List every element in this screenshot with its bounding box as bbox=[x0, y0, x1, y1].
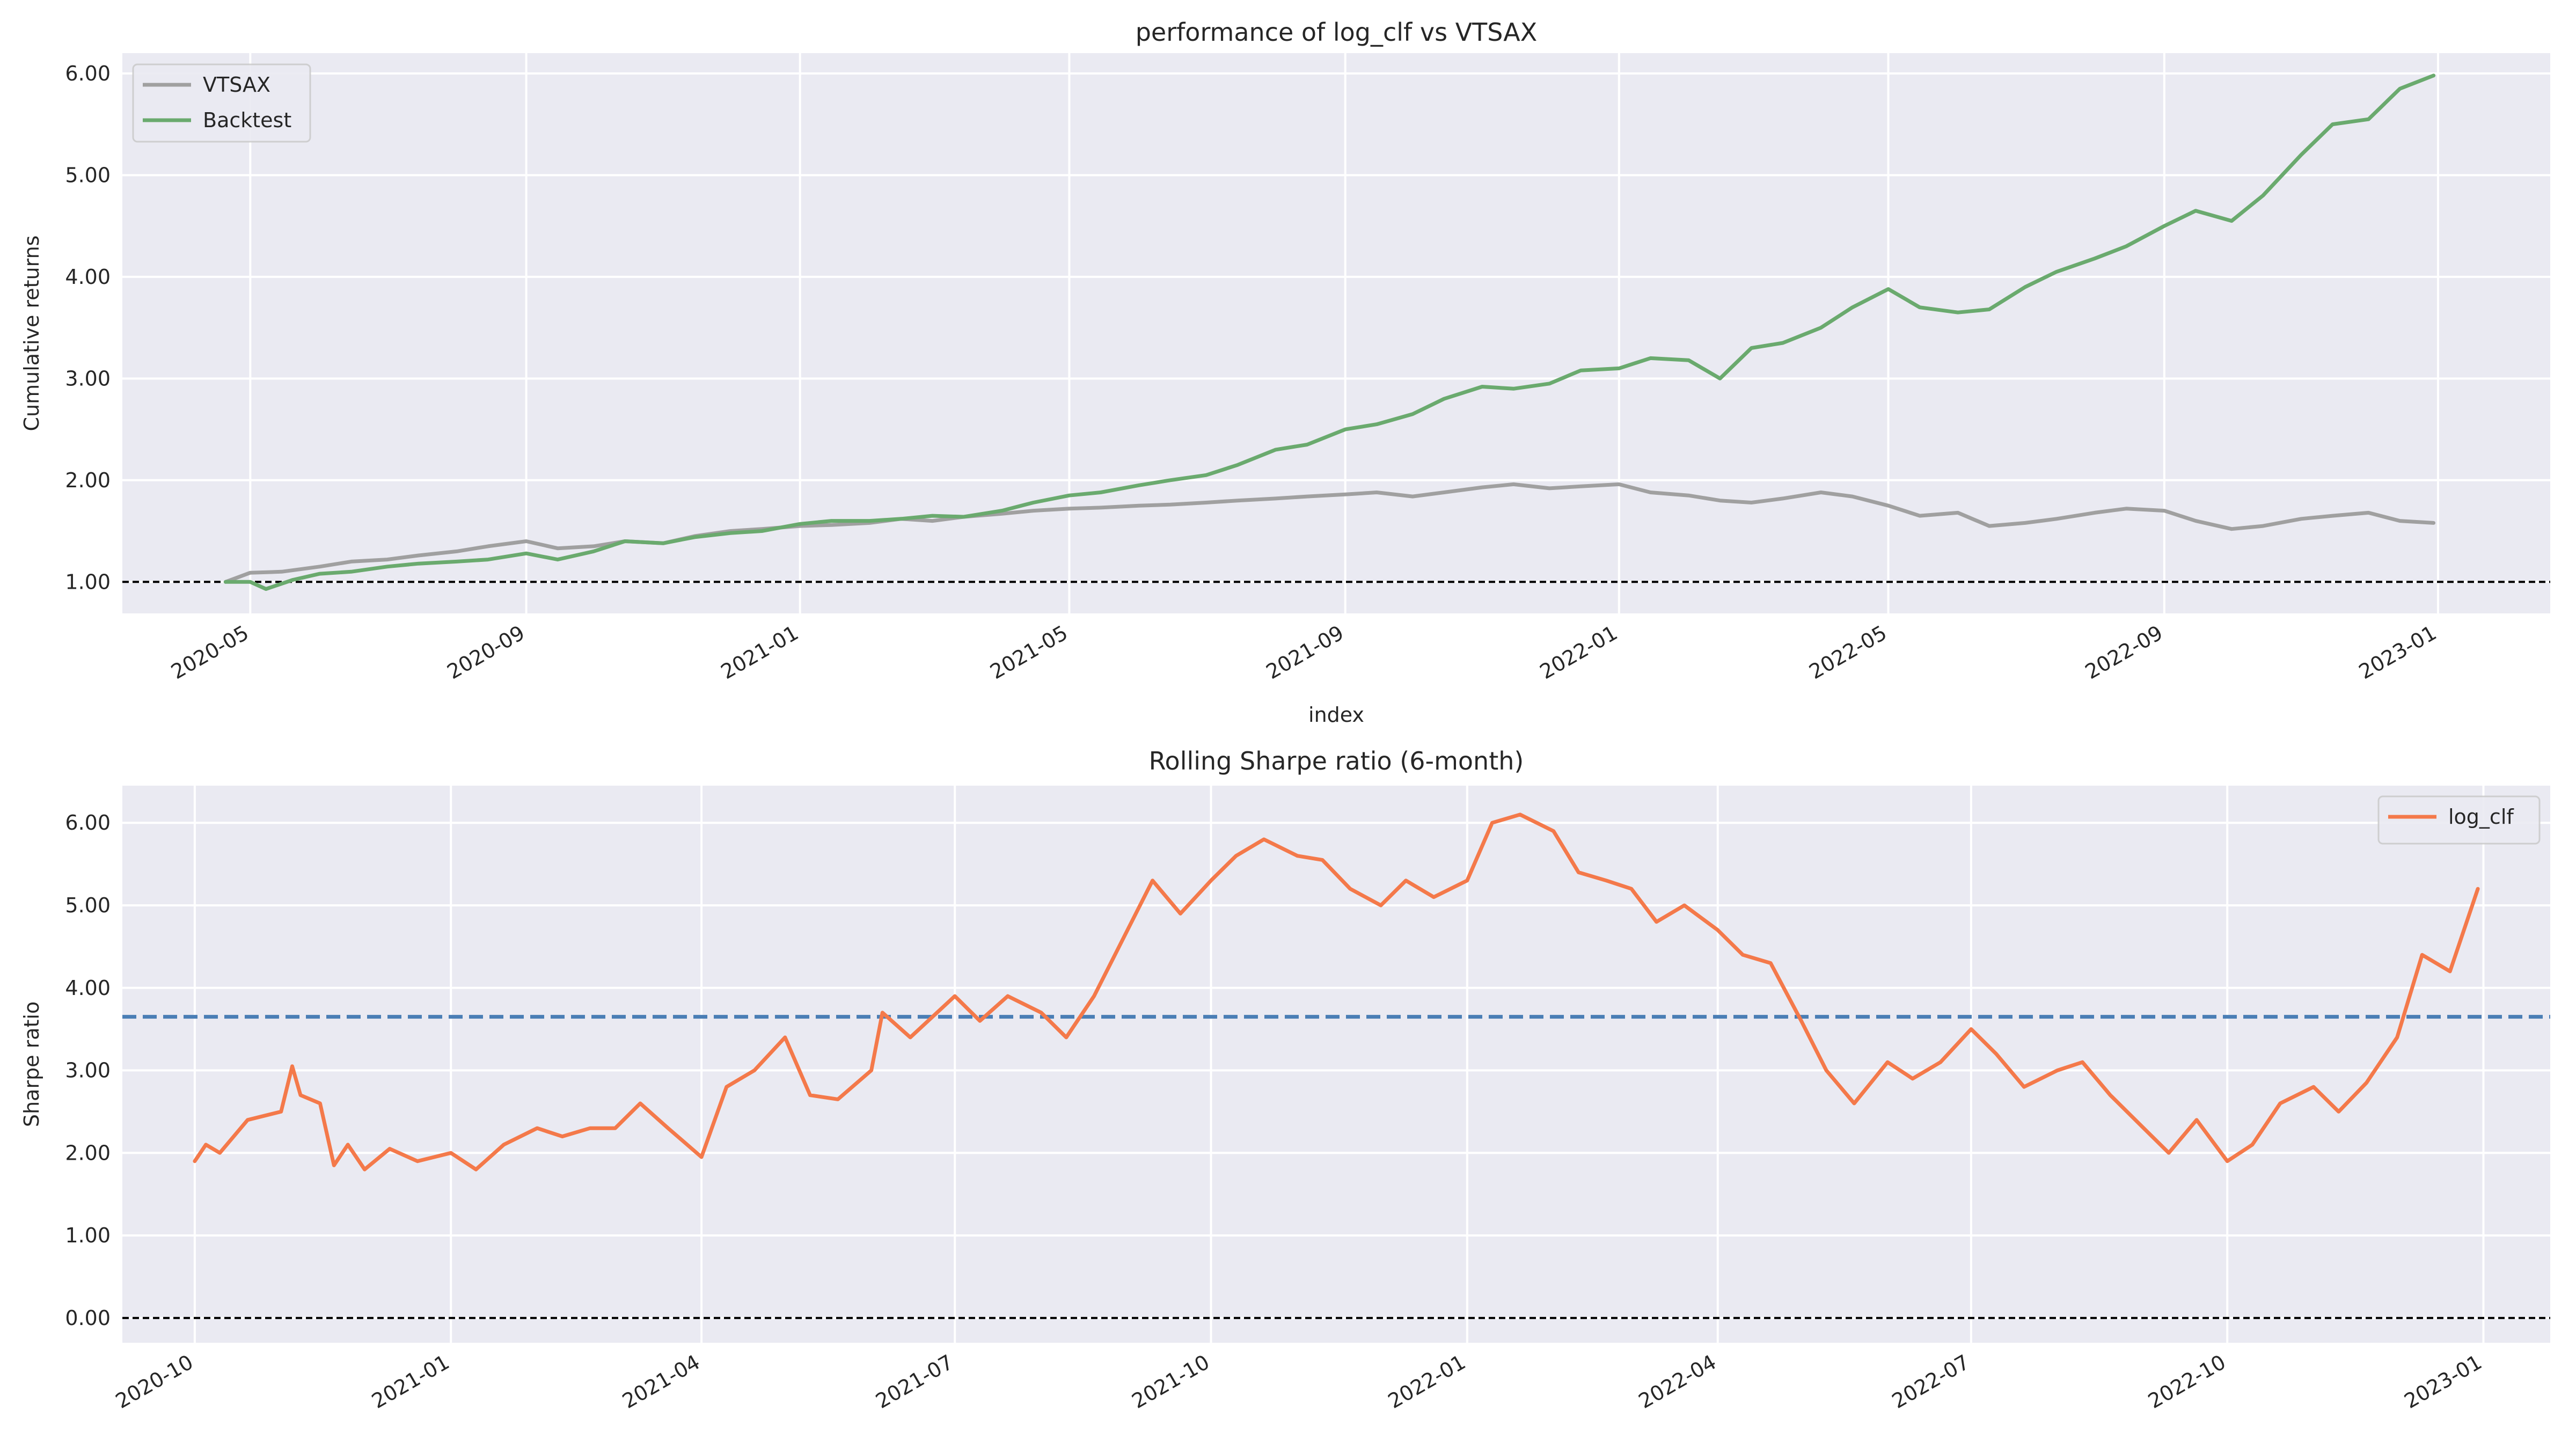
sharpe-plot-area bbox=[122, 786, 2550, 1343]
series-line-backtest bbox=[223, 74, 2436, 591]
y-tick-label: 0.00 bbox=[65, 1306, 111, 1330]
y-tick-label: 2.00 bbox=[65, 1141, 111, 1165]
legend-label-vtsax: VTSAX bbox=[203, 73, 270, 97]
y-tick-label: 3.00 bbox=[65, 1059, 111, 1082]
performance-plot-area bbox=[122, 53, 2550, 613]
y-tick-label: 4.00 bbox=[65, 265, 111, 289]
performance-chart-title: performance of log_clf vs VTSAX bbox=[1136, 18, 1538, 47]
performance-x-axis-label: index bbox=[1308, 703, 1364, 727]
sharpe-series bbox=[193, 813, 2480, 1172]
performance-chart: 2020-05 2020-09 2021-01 2021-05 2021-09 2022-… bbox=[20, 18, 2550, 727]
sharpe-legend-frame bbox=[2377, 795, 2541, 845]
sharpe-legend: log_clf bbox=[2377, 795, 2541, 845]
series-line-log-clf bbox=[193, 813, 2480, 1172]
y-tick-label: 6.00 bbox=[65, 811, 111, 835]
performance-series bbox=[223, 74, 2436, 591]
legend-label-backtest: Backtest bbox=[203, 108, 291, 132]
y-tick-label: 5.00 bbox=[65, 894, 111, 917]
sharpe-y-tick-labels: 0.00 1.00 2.00 3.00 4.00 5.00 6.00 bbox=[65, 811, 111, 1330]
sharpe-y-axis-label: Sharpe ratio bbox=[20, 1001, 43, 1127]
performance-y-tick-labels: 1.00 2.00 3.00 4.00 5.00 6.00 bbox=[65, 62, 111, 594]
y-tick-label: 6.00 bbox=[65, 62, 111, 85]
sharpe-chart: 2020-10 2021-01 2021-04 2021-07 2021-10 2022-… bbox=[20, 747, 2550, 1413]
legend-label-log-clf: log_clf bbox=[2448, 805, 2514, 829]
y-tick-label: 4.00 bbox=[65, 976, 111, 1000]
series-line-vtsax bbox=[223, 482, 2436, 584]
performance-y-axis-label: Cumulative returns bbox=[20, 236, 43, 431]
y-tick-label: 5.00 bbox=[65, 163, 111, 187]
y-tick-label: 3.00 bbox=[65, 367, 111, 390]
y-tick-label: 1.00 bbox=[65, 570, 111, 594]
performance-legend: VTSAX Backtest bbox=[132, 63, 311, 143]
y-tick-label: 2.00 bbox=[65, 469, 111, 492]
performance-grid bbox=[122, 53, 2550, 613]
y-tick-label: 1.00 bbox=[65, 1224, 111, 1247]
sharpe-chart-title: Rolling Sharpe ratio (6-month) bbox=[1149, 747, 1524, 775]
sharpe-reference-lines bbox=[122, 1015, 2550, 1319]
